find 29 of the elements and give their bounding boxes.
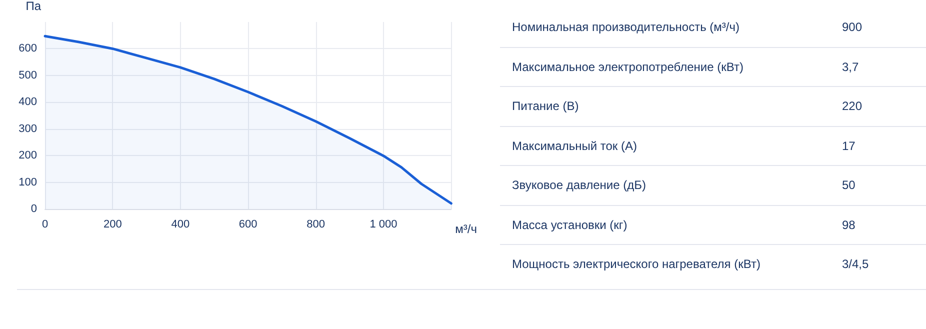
text: 3,7: [842, 60, 859, 74]
y-tick-label: 500: [18, 69, 37, 82]
x-axis-title: м³/ч: [455, 222, 478, 236]
x-tick-label: 1 000: [370, 218, 398, 230]
y-tick-label: 0: [30, 203, 37, 215]
y-tick-label: 200: [18, 150, 37, 162]
text: Мощность электрического нагревателя (кВт): [512, 257, 762, 272]
text: Масса установки (кг): [512, 218, 628, 232]
text: 98: [842, 218, 856, 232]
text: Питание (В): [512, 99, 580, 114]
text: 220: [842, 99, 862, 114]
y-tick-label: 400: [18, 96, 37, 108]
text: Максимальное электропотребление (кВт): [512, 60, 744, 74]
text: Номинальная производительность (м³/ч): [512, 20, 740, 34]
x-tick-label: 400: [171, 218, 190, 230]
text: Звуковое давление (дБ): [512, 178, 647, 192]
text: 50: [842, 178, 856, 192]
x-tick-label: 800: [306, 218, 325, 230]
x-tick-label: 600: [238, 218, 258, 230]
y-tick-label: 100: [18, 176, 37, 188]
y-tick-label: 300: [18, 122, 37, 135]
text: 17: [842, 138, 856, 153]
text: 3/4,5: [842, 257, 869, 272]
text: Максимальный ток (А): [512, 138, 638, 153]
y-axis-title: Па: [26, 0, 42, 13]
y-tick-label: 600: [18, 42, 37, 55]
x-tick-label: 200: [104, 218, 122, 230]
text: 900: [842, 20, 862, 34]
x-tick-label: 0: [42, 218, 48, 230]
